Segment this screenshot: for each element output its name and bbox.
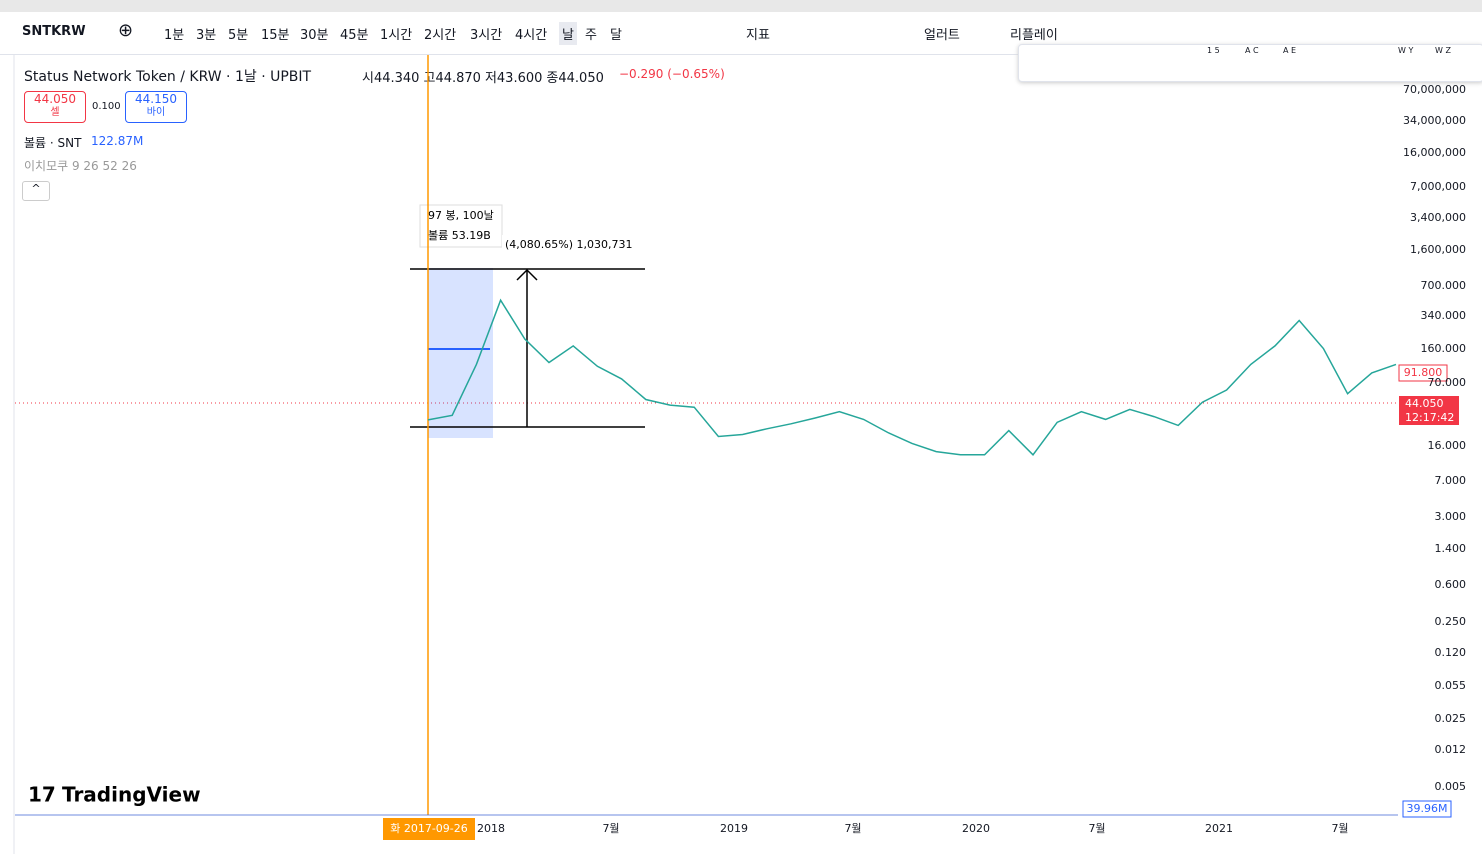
last-price: 44.050 <box>1405 397 1444 410</box>
drawing-toolbar: 1 5 A C A E W Y W Z <box>1018 44 1482 82</box>
price-label: 16.000 <box>1428 439 1467 452</box>
price-label: 0.600 <box>1435 578 1467 591</box>
price-label: 70,000,000 <box>1403 83 1466 96</box>
change: −0.290 (−0.65%) <box>619 67 725 81</box>
price-label: 160.000 <box>1421 342 1467 355</box>
price-label: 0.250 <box>1435 615 1467 628</box>
cursor-label-bg <box>383 818 475 840</box>
last-price-box <box>1399 396 1459 425</box>
ohlc-label: 시 <box>362 71 374 86</box>
price-label: 16,000,000 <box>1403 146 1466 159</box>
price-label: 7,000,000 <box>1410 180 1466 193</box>
interval[interactable]: 3시간 <box>470 28 503 43</box>
time-label: 7월 <box>1331 822 1348 835</box>
sell-price: 44.050 <box>34 92 76 106</box>
change-box <box>502 235 622 255</box>
volume-last: 39.96M <box>1407 802 1448 815</box>
time-label: 7월 <box>1088 822 1105 835</box>
price-label: 0.055 <box>1435 679 1467 692</box>
interval[interactable]: 주 <box>585 28 597 43</box>
buy-button[interactable]: 44.150 바이 <box>125 91 187 123</box>
price-label: 1.400 <box>1435 542 1467 555</box>
buy-price: 44.150 <box>135 92 177 106</box>
price-label: 0.025 <box>1435 712 1467 725</box>
volume-label: 볼륨 · SNT <box>24 136 82 150</box>
interval[interactable]: 30분 <box>300 28 329 43</box>
tool-label[interactable]: A E <box>1283 46 1297 55</box>
price-label: 34,000,000 <box>1403 114 1466 127</box>
interval[interactable]: 45분 <box>340 28 369 43</box>
price-label: 700.000 <box>1421 279 1467 292</box>
price-label: 3,400,000 <box>1410 211 1466 224</box>
ohlc-label: 고 <box>423 71 436 86</box>
volume-value: 122.87M <box>91 134 144 148</box>
ohlc-label: 저 <box>484 71 497 86</box>
interval[interactable]: 3분 <box>196 28 217 43</box>
price-series <box>427 298 1397 456</box>
ohlc-label: 종 <box>546 71 559 86</box>
tool-label[interactable]: W Y <box>1398 46 1414 55</box>
price-label: 340.000 <box>1421 309 1467 322</box>
buy-label: 바이 <box>146 107 166 118</box>
time-label: 7월 <box>602 822 619 835</box>
measure-change: (4,080.65%) 1,030,731 <box>505 238 633 251</box>
sell-button[interactable]: 44.050 셀 <box>24 91 86 123</box>
symbol[interactable]: SNTKRW <box>22 24 86 39</box>
time-label: 2020 <box>962 822 990 835</box>
price-label: 0.005 <box>1435 780 1467 793</box>
spread: 0.100 <box>92 101 121 112</box>
interval[interactable]: 2시간 <box>424 28 457 43</box>
measure-bars: 97 봉, 100날 <box>428 209 494 222</box>
tool-label[interactable]: A C <box>1245 46 1259 55</box>
interval[interactable]: 1시간 <box>380 28 413 43</box>
top-toolbar: SNTKRW ⊕ 1분 3분 5분 15분 30분 45분 1시간 2시간 3시간 4시간 날 주 달 … <box>0 12 1482 55</box>
price-label: 0.012 <box>1435 743 1467 756</box>
interval[interactable]: 날 <box>559 22 577 45</box>
volume-last-box <box>1402 800 1452 818</box>
add-symbol[interactable]: ⊕ <box>118 20 134 41</box>
watermark: TradingView <box>62 783 201 807</box>
tool-label[interactable]: W Z <box>1435 46 1451 55</box>
ichimoku: 이치모쿠 9 26 52 26 <box>24 159 137 173</box>
watermark-logo: 17 <box>28 783 56 807</box>
sell-label: 셀 <box>50 107 60 118</box>
ohlc-value: 43.600 <box>496 71 543 86</box>
ohlc-value: 44.050 <box>558 71 604 86</box>
ohlc: 시44.340 고44.870 저43.600 종44.050 <box>362 67 608 86</box>
price-label: 1,600,000 <box>1410 243 1466 256</box>
interval[interactable]: 4시간 <box>515 28 548 43</box>
interval[interactable]: 5분 <box>228 28 249 43</box>
tool-label[interactable]: 1 5 <box>1207 46 1220 55</box>
replay[interactable]: 리플레이 <box>1010 28 1058 43</box>
time-label: 2019 <box>720 822 748 835</box>
measure-box <box>419 204 503 248</box>
countdown: 12:17:42 <box>1405 411 1454 424</box>
legend-title: Status Network Token / KRW · 1날 · UPBIT <box>24 69 312 85</box>
measure-volume: 볼륨 53.19B <box>428 229 491 242</box>
prev-price-box <box>1398 364 1448 382</box>
interval[interactable]: 15분 <box>261 28 290 43</box>
measure-area <box>428 268 493 438</box>
ohlc-value: 44.870 <box>435 71 481 86</box>
indicators[interactable]: 지표 <box>746 28 770 43</box>
interval[interactable]: 달 <box>610 28 622 43</box>
browser-strip <box>0 0 1482 12</box>
price-label: 0.120 <box>1435 646 1467 659</box>
interval[interactable]: 1분 <box>164 28 185 43</box>
time-label: 2018 <box>477 822 505 835</box>
range-arrow-head <box>516 268 538 281</box>
price-label: 70.000 <box>1428 376 1467 389</box>
cursor-label: 화 2017-09-26 <box>390 822 468 835</box>
time-label: 7월 <box>844 822 861 835</box>
price-label: 3.000 <box>1435 510 1467 523</box>
alert[interactable]: 얼러트 <box>924 28 960 43</box>
time-label: 2021 <box>1205 822 1233 835</box>
collapse[interactable]: ^ <box>22 181 50 201</box>
prev-price: 91.800 <box>1404 366 1443 379</box>
price-label: 7.000 <box>1435 474 1467 487</box>
ohlc-value: 44.340 <box>373 71 420 86</box>
